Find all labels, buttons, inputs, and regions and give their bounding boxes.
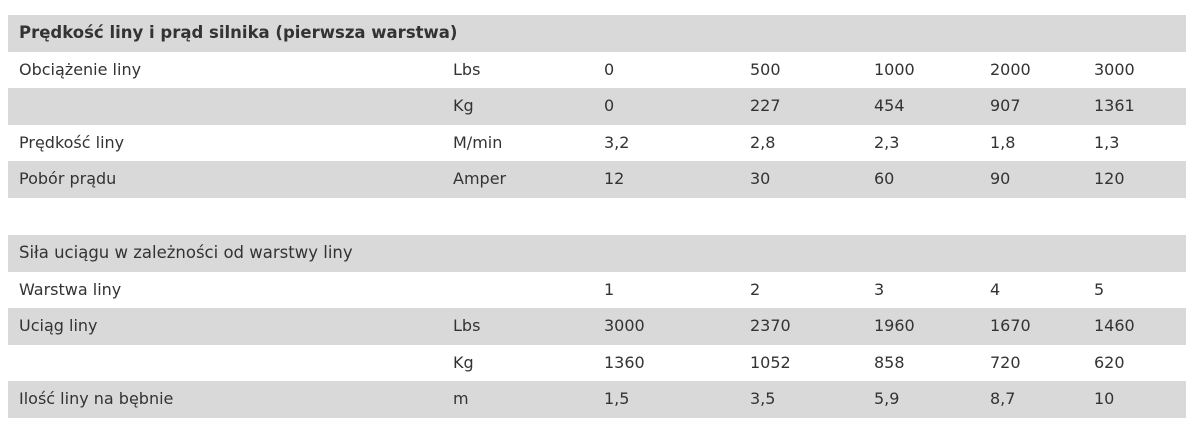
table-row: Pobór prądu Amper 12 30 60 90 120 — [8, 161, 1186, 198]
table: Siła uciągu w zależności od warstwy liny… — [8, 235, 1186, 418]
table-row: Kg 1360 1052 858 720 620 — [8, 345, 1186, 382]
value: 3000 — [1094, 59, 1135, 79]
value: 720 — [990, 352, 1021, 372]
value: 1,8 — [990, 132, 1016, 152]
row-label: Uciąg liny — [19, 316, 98, 335]
unit: Lbs — [453, 59, 481, 79]
value: 227 — [750, 96, 781, 115]
value: 120 — [1094, 169, 1125, 188]
unit: Kg — [453, 352, 474, 372]
table-row: Prędkość liny M/min 3,2 2,8 2,3 1,8 1,3 — [8, 125, 1186, 162]
unit: m — [453, 389, 469, 408]
value: 620 — [1094, 352, 1125, 372]
value: 1 — [604, 279, 615, 299]
value: 3000 — [604, 316, 645, 335]
table-row: Obciążenie liny Lbs 0 500 1000 2000 3000 — [8, 52, 1186, 89]
unit: Kg — [453, 96, 474, 115]
value: 1361 — [1094, 96, 1135, 115]
table-row: Uciąg liny Lbs 3000 2370 1960 1670 1460 — [8, 308, 1186, 345]
value: 1460 — [1094, 316, 1135, 335]
value: 2000 — [990, 59, 1031, 79]
row-label: Obciążenie liny — [19, 59, 142, 79]
value: 1052 — [750, 352, 791, 372]
value: 10 — [1094, 389, 1115, 408]
unit: M/min — [453, 132, 503, 152]
value: 4 — [990, 279, 1001, 299]
value: 2 — [750, 279, 761, 299]
value: 12 — [604, 169, 625, 188]
row-label: Ilość liny na bębnie — [19, 389, 174, 408]
value: 1000 — [874, 59, 915, 79]
value: 8,7 — [990, 389, 1016, 408]
value: 5 — [1094, 279, 1105, 299]
table-title: Siła uciągu w zależności od warstwy liny — [19, 243, 353, 262]
value: 3,5 — [750, 389, 776, 408]
table-title-row: Siła uciągu w zależności od warstwy liny — [8, 235, 1186, 272]
value: 2370 — [750, 316, 791, 335]
value: 3 — [874, 279, 885, 299]
table-row: Ilość liny na bębnie m 1,5 3,5 5,9 8,7 10 — [8, 381, 1186, 418]
value: 30 — [750, 169, 771, 188]
value: 454 — [874, 96, 905, 115]
row-label: Warstwa liny — [19, 279, 122, 299]
value: 1,3 — [1094, 132, 1120, 152]
row-label: Prędkość liny — [19, 132, 125, 152]
value: 90 — [990, 169, 1011, 188]
table-row: Kg 0 227 454 907 1361 — [8, 88, 1186, 125]
table-title-row: Prędkość liny i prąd silnika (pierwsza w… — [8, 15, 1186, 52]
table-title: Prędkość liny i prąd silnika (pierwsza w… — [19, 23, 458, 42]
unit: Amper — [453, 169, 507, 188]
value: 0 — [604, 59, 615, 79]
row-label: Pobór prądu — [19, 169, 117, 188]
value: 1670 — [990, 316, 1031, 335]
value: 2,3 — [874, 132, 900, 152]
table-row: Warstwa liny 1 2 3 4 5 — [8, 272, 1186, 309]
value: 500 — [750, 59, 781, 79]
value: 0 — [604, 96, 615, 115]
value: 60 — [874, 169, 895, 188]
value: 2,8 — [750, 132, 776, 152]
value: 5,9 — [874, 389, 900, 408]
value: 3,2 — [604, 132, 630, 152]
value: 1360 — [604, 352, 645, 372]
value: 907 — [990, 96, 1021, 115]
table: Prędkość liny i prąd silnika (pierwsza w… — [8, 15, 1186, 198]
value: 858 — [874, 352, 905, 372]
value: 1960 — [874, 316, 915, 335]
unit: Lbs — [453, 316, 481, 335]
value: 1,5 — [604, 389, 630, 408]
